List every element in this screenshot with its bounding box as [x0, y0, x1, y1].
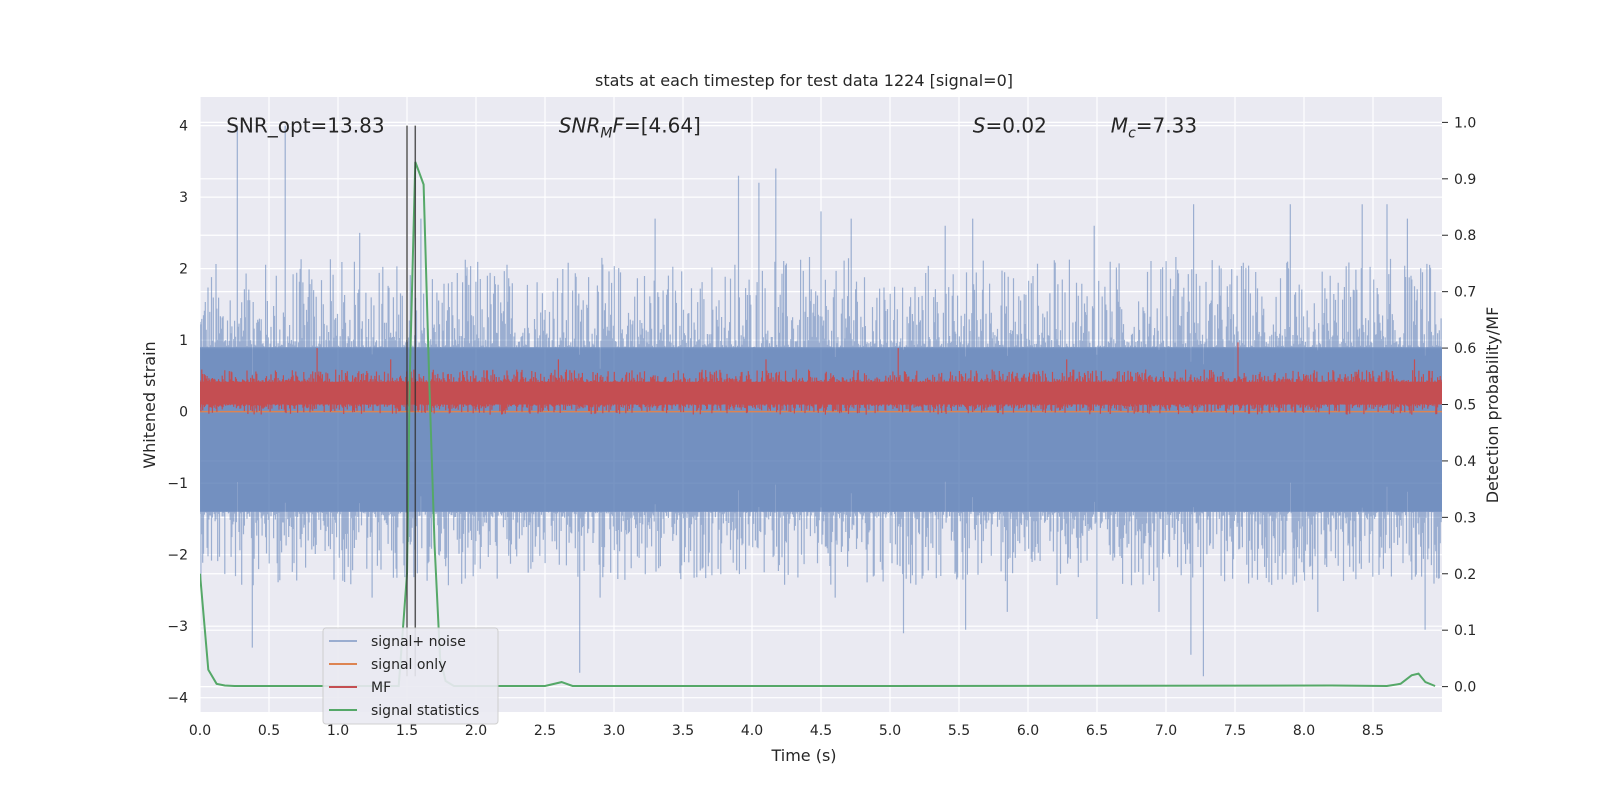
x-tick-label: 0.5: [258, 723, 280, 739]
x-tick-label: 7.5: [1224, 723, 1246, 739]
x-tick-label: 6.5: [1086, 723, 1108, 739]
x-tick-label: 4.0: [741, 723, 763, 739]
legend-label: signal+ noise: [371, 634, 466, 650]
legend: signal+ noise signal only MF signal statist…: [322, 627, 499, 725]
annotation-part: =0.02: [986, 114, 1047, 138]
annotation-part: M: [1111, 114, 1128, 138]
y-tick-label: −4: [167, 691, 188, 707]
y-tick-label: −2: [167, 548, 188, 564]
annotation-part: =7.33: [1136, 114, 1197, 138]
annotation-part: c: [1128, 126, 1136, 142]
annotation-1: SNR_opt=13.83: [226, 114, 384, 138]
y-right-tick-label: 0.8: [1454, 228, 1476, 244]
y-right-axis-ticks: 0.0 0.1 0.2 0.3 0.4 0.5 0.6 0.7 0.8 0.9 1.0: [1442, 115, 1476, 696]
x-axis-ticks: 0.0 0.5 1.0 1.5 2.0 2.5 3.0 3.5 4.0 4.5 5.0 5.5 6.0 6…: [189, 723, 1384, 739]
x-tick-label: 2.0: [465, 723, 487, 739]
annotation-part: F: [612, 114, 624, 138]
x-tick-label: 8.5: [1362, 723, 1384, 739]
legend-label: MF: [371, 680, 391, 696]
x-tick-label: 4.5: [810, 723, 832, 739]
y-axis-ticks: −4 −3 −2 −1 0 1 2 3 4: [167, 119, 188, 707]
y-right-tick-label: 0.2: [1454, 567, 1476, 583]
y-tick-label: 3: [179, 190, 188, 206]
x-tick-label: 8.0: [1293, 723, 1315, 739]
y-right-tick-label: 1.0: [1454, 115, 1476, 131]
y-right-tick-label: 0.5: [1454, 398, 1476, 414]
series-mf: [200, 342, 1442, 415]
vertical-markers: [406, 125, 417, 677]
x-tick-label: 5.0: [879, 723, 901, 739]
annotation-2: SNRMF=[4.64]: [559, 114, 701, 142]
y-right-tick-label: 0.7: [1454, 285, 1476, 301]
y-right-axis-title: Detection probability/MF: [1483, 307, 1502, 504]
annotation-part: M: [600, 126, 612, 142]
y-tick-label: −3: [167, 619, 188, 635]
x-tick-label: 1.0: [327, 723, 349, 739]
annotation-part: S: [973, 114, 986, 138]
x-tick-label: 1.5: [396, 723, 418, 739]
x-tick-label: 0.0: [189, 723, 211, 739]
x-tick-label: 6.0: [1017, 723, 1039, 739]
annotation-4: Mc=7.33: [1111, 114, 1197, 142]
y-right-tick-label: 0.6: [1454, 341, 1476, 357]
y-right-tick-label: 0.3: [1454, 510, 1476, 526]
y-tick-label: 0: [179, 405, 188, 421]
x-axis-title: Time (s): [770, 746, 836, 765]
annotation-part: SNR: [559, 114, 601, 138]
y-right-tick-label: 0.9: [1454, 172, 1476, 188]
y-right-tick-label: 0.0: [1454, 680, 1476, 696]
y-tick-label: 4: [179, 119, 188, 135]
annotation-3: S=0.02: [973, 114, 1047, 138]
x-tick-label: 3.0: [603, 723, 625, 739]
legend-label: signal only: [371, 657, 446, 673]
annotations: SNR_opt=13.83 SNRMF=[4.64] S=0.02 Mc=7.33: [226, 114, 1197, 142]
x-tick-label: 5.5: [948, 723, 970, 739]
y-right-tick-label: 0.4: [1454, 454, 1476, 470]
y-right-tick-label: 0.1: [1454, 623, 1476, 639]
x-tick-label: 2.5: [534, 723, 556, 739]
y-tick-label: 1: [179, 333, 188, 349]
x-tick-label: 3.5: [672, 723, 694, 739]
legend-box: [322, 627, 499, 725]
annotation-part: =[4.64]: [624, 114, 701, 138]
legend-label: signal statistics: [371, 703, 479, 719]
y-tick-label: −1: [167, 476, 188, 492]
x-tick-label: 7.0: [1155, 723, 1177, 739]
y-axis-title: Whitened strain: [140, 341, 159, 468]
y-tick-label: 2: [179, 262, 188, 278]
chart-title: stats at each timestep for test data 122…: [595, 71, 1013, 90]
